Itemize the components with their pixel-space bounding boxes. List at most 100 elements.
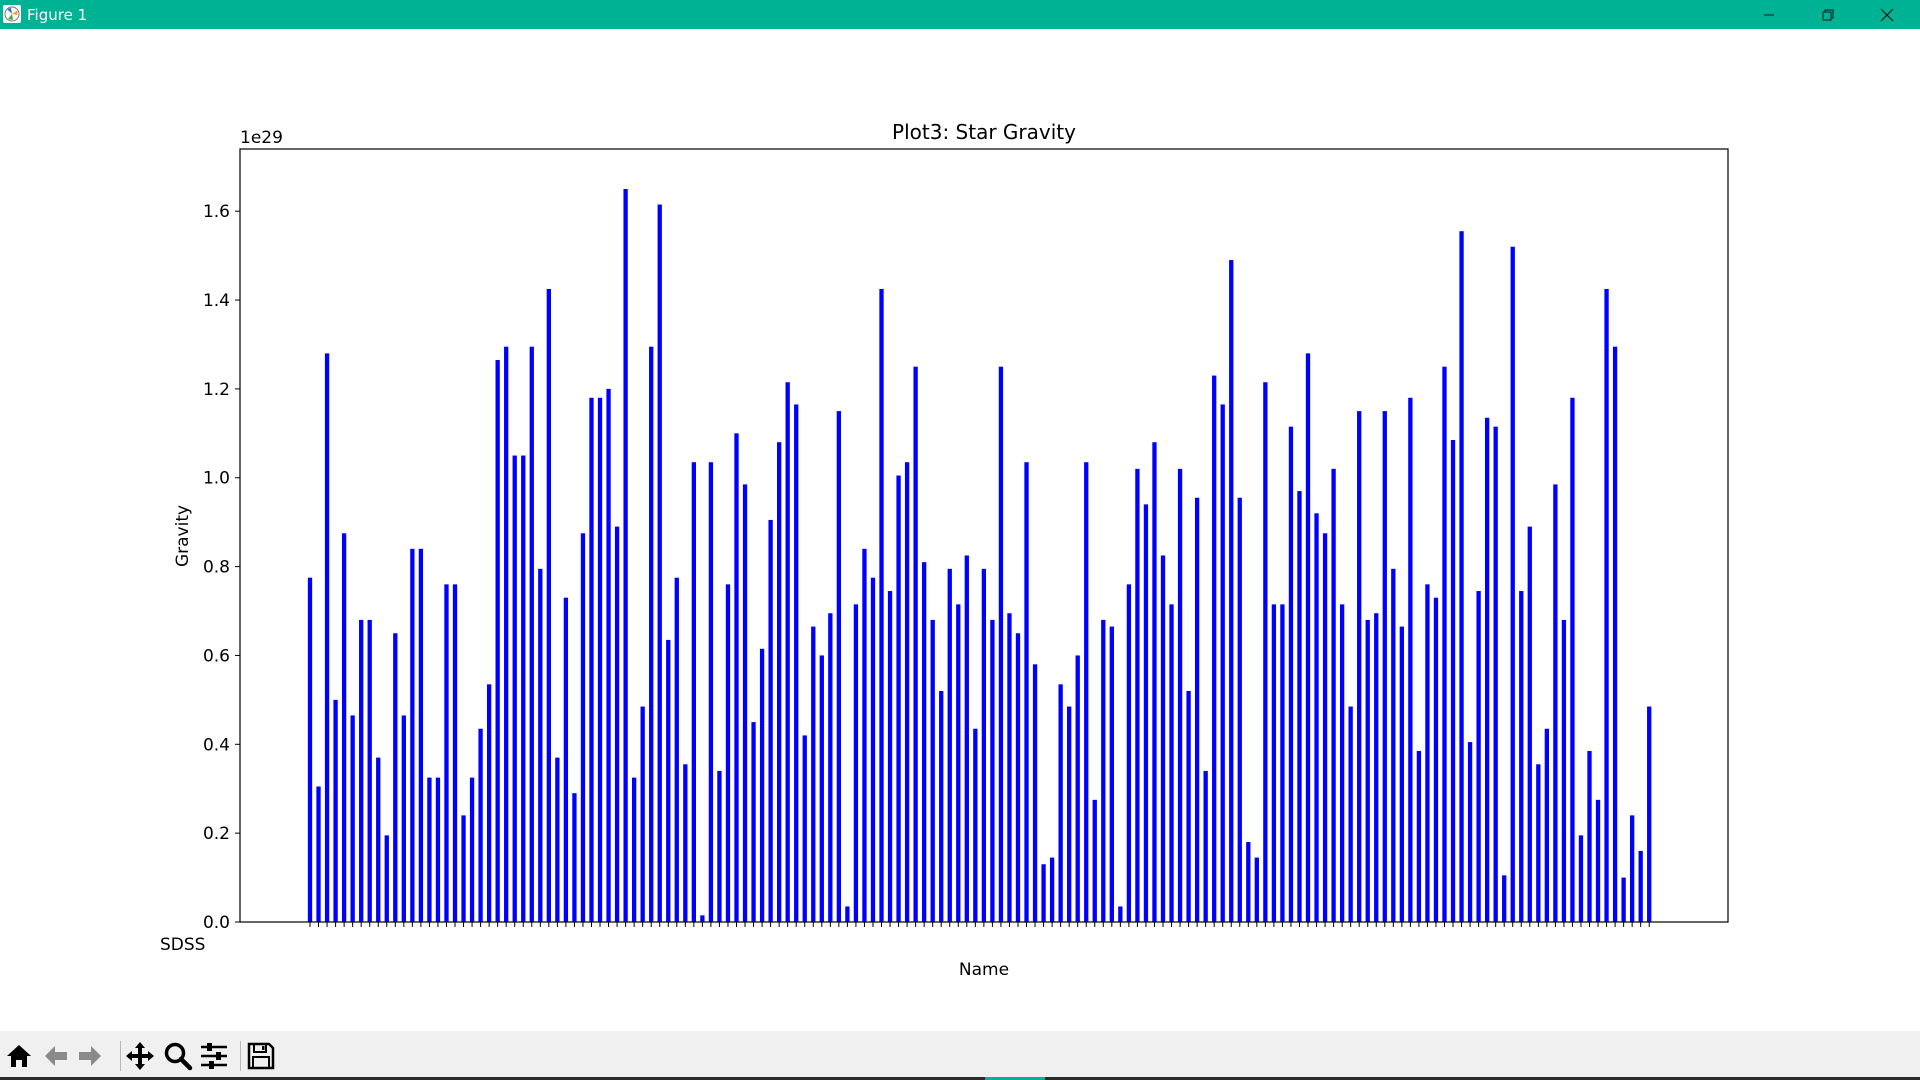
arrow-left-icon	[45, 1046, 67, 1066]
home-icon	[7, 1045, 31, 1067]
forward-button[interactable]	[74, 1040, 106, 1072]
y-tick-label: 1.4	[203, 291, 230, 311]
bar	[1459, 231, 1464, 922]
bar	[777, 442, 782, 922]
bar	[495, 360, 500, 922]
bar	[486, 684, 492, 922]
bar	[1587, 750, 1592, 922]
move-icon	[126, 1042, 154, 1070]
bar	[1126, 584, 1132, 922]
bar	[785, 382, 790, 923]
bar	[1365, 619, 1370, 922]
configure-subplots-button[interactable]	[198, 1040, 230, 1072]
bar	[1442, 366, 1447, 922]
bar	[1237, 497, 1242, 922]
bar	[512, 455, 517, 922]
bar	[1399, 626, 1404, 922]
bar	[1152, 442, 1157, 922]
close-button[interactable]	[1858, 0, 1916, 29]
bar	[1229, 260, 1234, 922]
back-button[interactable]	[40, 1040, 72, 1072]
bar	[691, 462, 696, 922]
restore-button[interactable]	[1799, 0, 1857, 29]
bar	[1015, 633, 1021, 922]
bar	[649, 346, 654, 922]
y-tick-label: 1.0	[203, 469, 230, 489]
bar	[469, 777, 475, 922]
bar	[1049, 857, 1055, 922]
bar	[956, 604, 961, 922]
bar	[1143, 504, 1149, 922]
bar	[444, 584, 449, 922]
bar	[1382, 411, 1387, 922]
pan-button[interactable]	[124, 1040, 156, 1072]
bar	[1595, 799, 1601, 922]
bar	[376, 757, 381, 922]
bar	[947, 568, 952, 922]
bar	[1067, 706, 1072, 922]
bar	[1118, 906, 1123, 922]
bar	[1433, 597, 1439, 922]
bar	[418, 548, 424, 922]
figure-canvas[interactable]: 0.0 0.2 0.4 0.6 0.8 1.0 1.2 1.4 1.6 SDSS Plot3: …	[0, 29, 1920, 1031]
bar	[930, 619, 935, 922]
bar	[1348, 706, 1353, 922]
bar	[751, 722, 756, 922]
bar	[1177, 468, 1183, 922]
bar	[1092, 799, 1097, 922]
bar	[1220, 404, 1225, 922]
bar	[674, 577, 679, 922]
bar	[794, 404, 799, 922]
bar	[461, 815, 466, 922]
bar	[478, 728, 483, 922]
bar	[367, 619, 372, 922]
bar	[1527, 526, 1532, 922]
bar	[666, 639, 671, 922]
bar	[384, 835, 389, 922]
bar	[717, 770, 722, 922]
bar	[1007, 613, 1012, 922]
bar	[811, 626, 816, 922]
bar	[922, 562, 927, 922]
bar	[1476, 591, 1481, 922]
bar	[589, 397, 594, 922]
bar	[427, 777, 432, 922]
bar	[964, 555, 969, 922]
bar	[1536, 764, 1541, 922]
save-button[interactable]	[245, 1040, 277, 1072]
bar	[1271, 604, 1277, 922]
bar	[572, 793, 577, 922]
bar	[1612, 346, 1618, 922]
bar	[990, 619, 995, 922]
bar	[1305, 353, 1311, 922]
bar	[879, 288, 884, 922]
bar	[657, 204, 662, 922]
bar	[1194, 497, 1200, 922]
bar	[580, 533, 586, 922]
bar	[1638, 850, 1643, 922]
bar	[1331, 468, 1336, 922]
bar	[1339, 604, 1345, 922]
bar	[597, 397, 603, 922]
bar	[631, 777, 637, 922]
bar	[1519, 591, 1524, 922]
zoom-button[interactable]	[162, 1040, 194, 1072]
arrow-right-icon	[79, 1046, 101, 1066]
bar	[845, 906, 850, 922]
bar	[981, 568, 987, 922]
bar-chart: 0.0 0.2 0.4 0.6 0.8 1.0 1.2 1.4 1.6 SDSS Plot3: …	[160, 120, 1729, 980]
bar	[973, 728, 978, 922]
bar	[1109, 626, 1114, 922]
minimize-button[interactable]	[1740, 0, 1798, 29]
bar	[1322, 533, 1328, 922]
home-button[interactable]	[3, 1040, 35, 1072]
bar	[555, 757, 560, 922]
bar	[768, 519, 773, 922]
bar	[1357, 411, 1362, 922]
bar	[683, 764, 688, 922]
bar	[896, 475, 901, 922]
bar	[734, 433, 739, 922]
minimize-icon	[1764, 14, 1774, 15]
bar	[324, 353, 330, 922]
bar	[1425, 584, 1430, 922]
